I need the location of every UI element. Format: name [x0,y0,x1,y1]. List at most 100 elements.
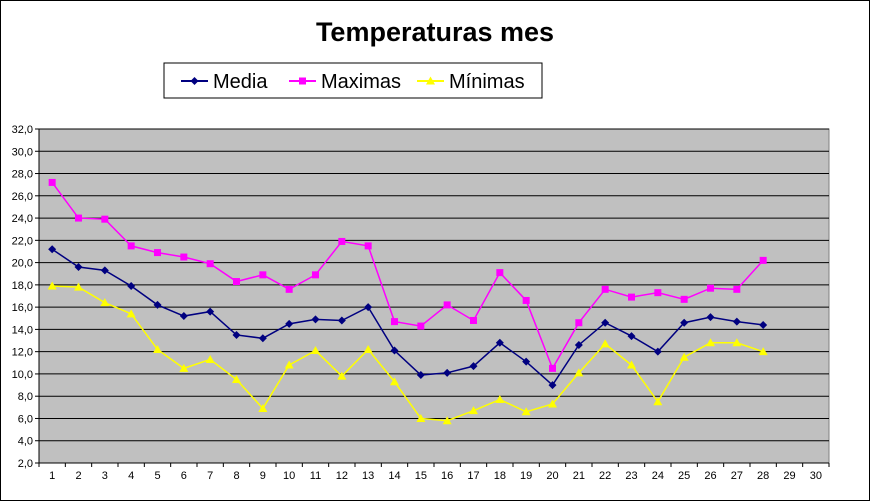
x-tick-label: 3 [102,470,108,482]
x-tick-label: 29 [783,470,795,482]
legend-marker [299,77,306,85]
data-point [101,215,109,223]
data-point [653,347,662,356]
data-point [153,300,162,309]
x-tick-label: 27 [731,470,743,482]
data-point [75,214,82,222]
legend-marker [190,77,199,85]
data-point [232,375,241,383]
x-tick-label: 8 [233,470,239,482]
data-point [179,363,189,372]
series-line [52,285,764,422]
x-tick-label: 17 [467,470,479,482]
data-point [732,338,742,347]
data-point [48,178,56,186]
x-tick-label: 13 [362,470,374,482]
x-tick-label: 1 [49,470,55,482]
data-point [337,371,347,380]
x-tick-label: 11 [310,470,321,482]
y-tick-label: 20,0 [12,258,33,270]
y-tick-label: 6,0 [18,413,33,425]
x-tick-label: 15 [415,470,427,482]
data-point [127,242,135,250]
legend-label: Media [213,71,268,93]
data-point [443,368,452,377]
data-point [47,281,57,290]
x-tick-label: 18 [494,470,506,482]
data-point [522,357,531,366]
series-line [51,181,764,371]
y-tick-label: 24,0 [12,213,33,225]
data-point [100,298,110,307]
y-tick-label: 14,0 [12,324,33,336]
data-point [759,256,767,264]
x-tick-label: 14 [388,470,400,482]
data-point [574,368,584,377]
data-point [232,330,241,339]
data-point [74,263,83,272]
data-point [680,295,688,303]
data-point [74,282,83,291]
data-point [284,360,294,369]
x-tick-label: 28 [757,470,769,482]
x-tick-label: 25 [678,470,690,482]
data-point [601,318,610,327]
x-tick-label: 7 [207,470,213,482]
data-point [126,309,136,318]
x-tick-label: 22 [599,470,611,482]
legend-marker [426,76,435,85]
data-point [653,397,663,406]
data-point [575,319,583,327]
series-line [51,248,764,387]
data-point [469,362,478,371]
x-tick-label: 26 [704,470,716,482]
series-1 [48,178,767,372]
data-point [707,284,714,292]
y-tick-label: 8,0 [18,391,33,403]
data-point [416,371,425,380]
data-point [522,296,530,304]
data-point [153,344,162,353]
y-tick-label: 28,0 [12,169,33,181]
legend-label: Mínimas [449,71,525,93]
data-point [706,338,715,347]
y-tick-label: 10,0 [12,369,33,381]
y-tick-label: 16,0 [12,302,33,314]
data-point [48,245,57,254]
data-point [574,340,583,349]
x-tick-label: 21 [573,470,585,482]
data-point [732,317,741,326]
x-tick-label: 19 [520,470,532,482]
data-point [338,237,346,245]
data-point [548,399,557,408]
data-point [285,285,293,293]
data-point [206,260,214,268]
data-point [443,301,451,309]
data-point [758,347,768,356]
data-point [706,313,715,322]
data-point [390,346,399,355]
legend-box [163,62,543,99]
data-point [127,281,136,290]
y-tick-label: 26,0 [12,191,33,203]
data-point [627,332,636,341]
data-point [259,271,267,279]
x-tick-label: 12 [336,470,348,482]
x-tick-label: 20 [546,470,558,482]
data-point [495,395,505,404]
y-tick-label: 22,0 [12,235,33,247]
data-point [312,271,319,279]
y-tick-label: 32,0 [12,124,33,136]
y-tick-label: 2,0 [18,458,33,470]
data-point [628,293,635,301]
chart-title: Temperaturas mes [315,17,555,47]
data-point [549,364,556,372]
data-point [442,416,452,425]
data-point [469,406,478,415]
x-tick-label: 23 [625,470,637,482]
x-tick-label: 2 [75,470,81,482]
y-tick-label: 4,0 [18,436,33,448]
x-tick-label: 10 [283,470,295,482]
